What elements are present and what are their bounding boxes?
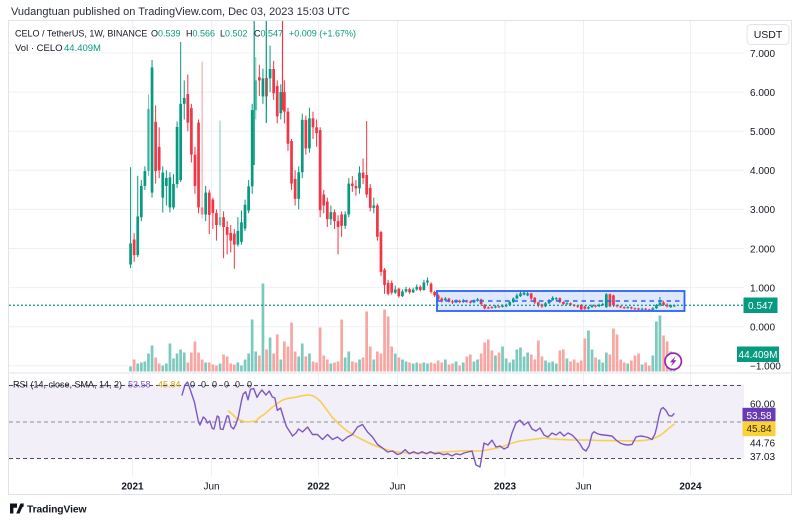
svg-text:2024: 2024 xyxy=(679,482,702,493)
svg-text:Jun: Jun xyxy=(389,482,405,493)
svg-text:4.000: 4.000 xyxy=(750,166,775,177)
svg-text:37.03: 37.03 xyxy=(750,452,775,463)
svg-text:Vol · CELO44.409M: Vol · CELO44.409M xyxy=(15,43,101,54)
svg-text:TradingView: TradingView xyxy=(27,504,87,515)
svg-text:1.000: 1.000 xyxy=(750,283,775,294)
svg-text:2.000: 2.000 xyxy=(750,244,775,255)
svg-text:−1.000: −1.000 xyxy=(750,362,781,373)
svg-text:0.000: 0.000 xyxy=(750,323,775,334)
svg-text:45.84: 45.84 xyxy=(746,424,771,435)
svg-text:5.000: 5.000 xyxy=(750,127,775,138)
svg-text:2021: 2021 xyxy=(121,482,144,493)
svg-text:7.000: 7.000 xyxy=(750,49,775,60)
svg-text:Jun: Jun xyxy=(575,482,591,493)
svg-text:Jun: Jun xyxy=(203,482,219,493)
svg-text:RSI (14, close, SMA, 14, 2)53.: RSI (14, close, SMA, 14, 2) 53.58 45.84 0 0 0… xyxy=(13,380,252,390)
svg-text:2022: 2022 xyxy=(307,482,330,493)
svg-text:Vudangtuan published on Tradin: Vudangtuan published on TradingView.com,… xyxy=(11,6,350,18)
svg-text:60.00: 60.00 xyxy=(750,399,775,410)
svg-text:44.76: 44.76 xyxy=(750,439,775,450)
svg-text:3.000: 3.000 xyxy=(750,205,775,216)
svg-text:2023: 2023 xyxy=(494,482,517,493)
svg-text:USDT: USDT xyxy=(754,29,783,41)
svg-text:53.58: 53.58 xyxy=(746,411,771,422)
svg-text:6.000: 6.000 xyxy=(750,88,775,99)
svg-text:44.409M: 44.409M xyxy=(739,350,778,361)
svg-text:0.547: 0.547 xyxy=(748,301,773,312)
